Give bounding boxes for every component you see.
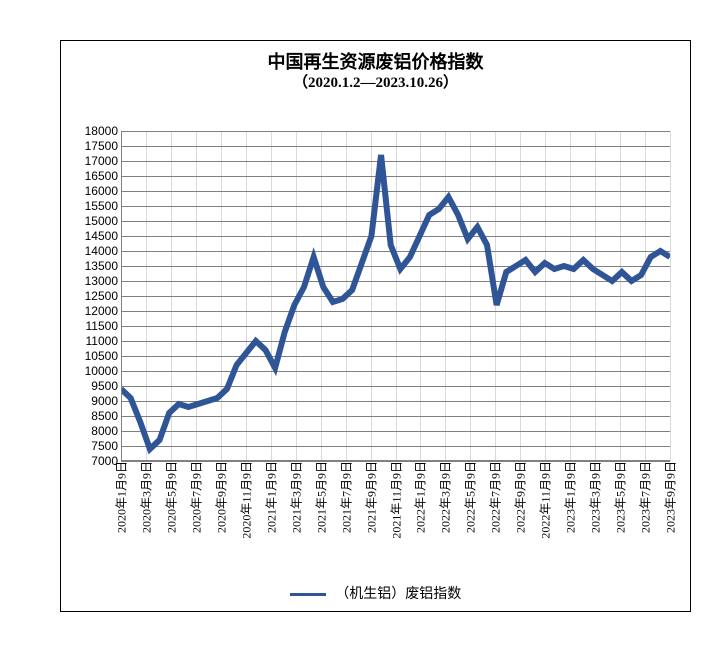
legend: （机生铝）废铝指数 [61,583,690,603]
chart-title-block: 中国再生资源废铝价格指数 （2020.1.2—2023.10.26） [61,41,690,94]
x-tick-label: 2022年9月9日 [512,461,529,533]
x-tick-label: 2023年5月9日 [612,461,629,533]
x-tick-label: 2021年11月9日 [387,461,404,539]
legend-swatch [290,593,326,596]
y-tick-label: 15000 [73,214,118,228]
y-tick-label: 10000 [73,364,118,378]
y-tick-label: 13500 [73,259,118,273]
x-tick-label: 2021年9月9日 [362,461,379,533]
plot-border [121,131,670,461]
y-tick-label: 14000 [73,244,118,258]
y-tick-label: 7000 [73,454,118,468]
y-tick-label: 17500 [73,139,118,153]
y-tick-label: 11000 [73,334,118,348]
y-axis-labels: 7000750080008500900095001000010500110001… [73,131,118,461]
chart-container: 中国再生资源废铝价格指数 （2020.1.2—2023.10.26） 70007… [20,20,711,642]
x-tick-label: 2020年9月9日 [212,461,229,533]
y-tick-label: 10500 [73,349,118,363]
chart-title: 中国再生资源废铝价格指数 [61,51,690,74]
chart-frame: 中国再生资源废铝价格指数 （2020.1.2—2023.10.26） 70007… [60,40,691,612]
x-tick-label: 2020年5月9日 [162,461,179,533]
plot-area [121,131,670,461]
y-tick-label: 7500 [73,439,118,453]
x-tick-label: 2022年11月9日 [537,461,554,539]
x-axis-labels: 2020年1月9日2020年3月9日2020年5月9日2020年7月9日2020… [121,461,670,571]
y-tick-label: 16000 [73,184,118,198]
x-tick-label: 2020年3月9日 [137,461,154,533]
y-tick-label: 9500 [73,379,118,393]
y-tick-label: 14500 [73,229,118,243]
y-tick-label: 16500 [73,169,118,183]
x-tick-label: 2020年11月9日 [237,461,254,539]
y-tick-label: 17000 [73,154,118,168]
y-tick-label: 15500 [73,199,118,213]
y-tick-label: 18000 [73,124,118,138]
x-tick-label: 2021年5月9日 [312,461,329,533]
x-tick-label: 2023年7月9日 [637,461,654,533]
legend-label: （机生铝）废铝指数 [335,587,461,602]
x-tick-label: 2022年5月9日 [462,461,479,533]
y-tick-label: 11500 [73,319,118,333]
x-tick-label: 2022年3月9日 [437,461,454,533]
x-tick-label: 2023年9月9日 [662,461,679,533]
x-tick-label: 2021年3月9日 [287,461,304,533]
y-tick-label: 12000 [73,304,118,318]
x-tick-label: 2021年1月9日 [262,461,279,533]
x-tick-label: 2023年3月9日 [587,461,604,533]
chart-subtitle: （2020.1.2—2023.10.26） [61,74,690,94]
y-tick-label: 12500 [73,289,118,303]
x-tick-label: 2022年1月9日 [412,461,429,533]
y-tick-label: 13000 [73,274,118,288]
x-tick-label: 2020年7月9日 [187,461,204,533]
x-tick-label: 2021年7月9日 [337,461,354,533]
x-tick-label: 2020年1月9日 [113,461,130,533]
x-tick-label: 2023年1月9日 [562,461,579,533]
y-tick-label: 8500 [73,409,118,423]
x-tick-label: 2022年7月9日 [487,461,504,533]
y-tick-label: 9000 [73,394,118,408]
x-gridline [670,131,671,461]
y-tick-label: 8000 [73,424,118,438]
